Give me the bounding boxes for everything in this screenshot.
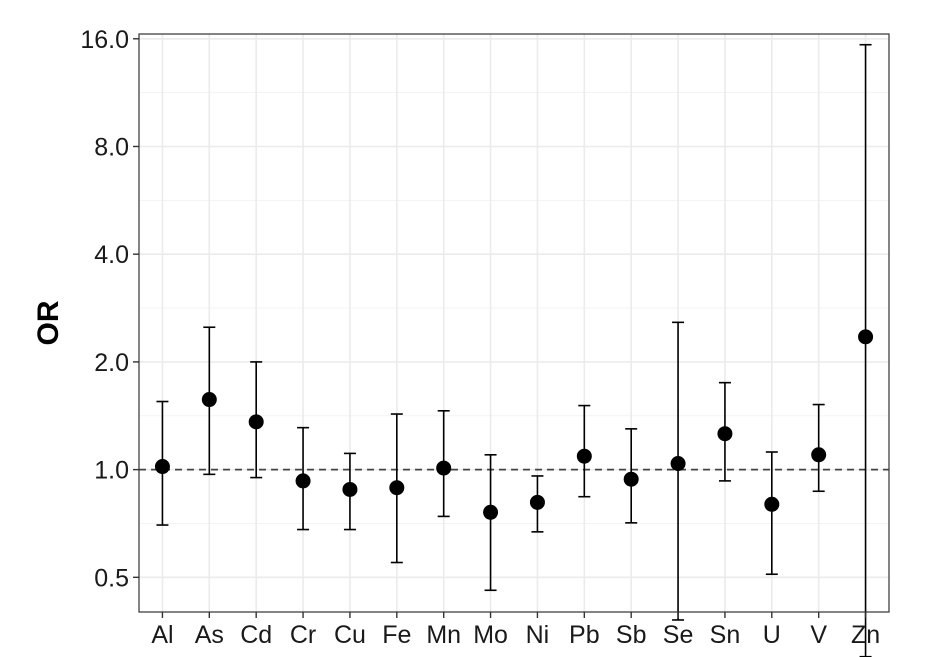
x-tick-label: V xyxy=(810,621,827,649)
point-cu xyxy=(342,481,358,497)
y-tick-label: 0.5 xyxy=(94,564,129,592)
x-tick-label: Cr xyxy=(290,621,316,649)
x-axis: Al As Cd Cr Cu Fe Mn Mo Ni Pb Sb Se Sn U V Zn xyxy=(151,612,880,649)
x-tick-label: Zn xyxy=(851,621,880,649)
point-sn xyxy=(717,426,733,442)
point-v xyxy=(811,447,827,463)
x-tick-label: Cu xyxy=(334,621,366,649)
y-tick-label: 4.0 xyxy=(94,241,129,269)
point-ni xyxy=(529,494,545,510)
x-tick-label: Pb xyxy=(569,621,600,649)
x-tick-label: Fe xyxy=(382,621,411,649)
y-tick-label: 16.0 xyxy=(80,26,129,54)
x-tick-label: Sb xyxy=(616,621,647,649)
point-se xyxy=(670,456,686,472)
x-tick-label: Ni xyxy=(526,621,550,649)
x-tick-label: Mn xyxy=(426,621,461,649)
point-mo xyxy=(483,504,499,520)
error-bar-mo xyxy=(484,454,497,592)
point-as xyxy=(201,392,217,408)
error-bar-se xyxy=(672,321,685,621)
x-tick-label: Sn xyxy=(710,621,741,649)
error-bars xyxy=(156,43,872,657)
y-tick-label: 1.0 xyxy=(94,457,129,485)
grid xyxy=(139,34,889,612)
x-tick-label: Se xyxy=(663,621,694,649)
y-tick-label: 8.0 xyxy=(94,133,129,161)
y-tick-label: 2.0 xyxy=(94,349,129,377)
point-al xyxy=(154,459,170,475)
error-bar-u xyxy=(765,451,778,576)
point-zn xyxy=(858,329,874,345)
x-tick-label: Mo xyxy=(473,621,508,649)
x-tick-label: U xyxy=(763,621,781,649)
panel-background xyxy=(139,34,889,612)
point-pb xyxy=(576,448,592,464)
x-tick-label: Al xyxy=(151,621,173,649)
panel-border xyxy=(138,33,890,613)
y-axis: 0.5 1.0 2.0 4.0 8.0 16.0 xyxy=(80,26,139,592)
point-mn xyxy=(436,460,452,476)
y-axis-title: OR xyxy=(32,300,65,345)
x-tick-label: Cd xyxy=(240,621,272,649)
x-tick-label: As xyxy=(195,621,224,649)
point-u xyxy=(764,496,780,512)
point-fe xyxy=(389,480,405,496)
point-cr xyxy=(295,473,311,489)
points xyxy=(154,329,874,520)
point-sb xyxy=(623,471,639,487)
point-cd xyxy=(248,414,264,430)
